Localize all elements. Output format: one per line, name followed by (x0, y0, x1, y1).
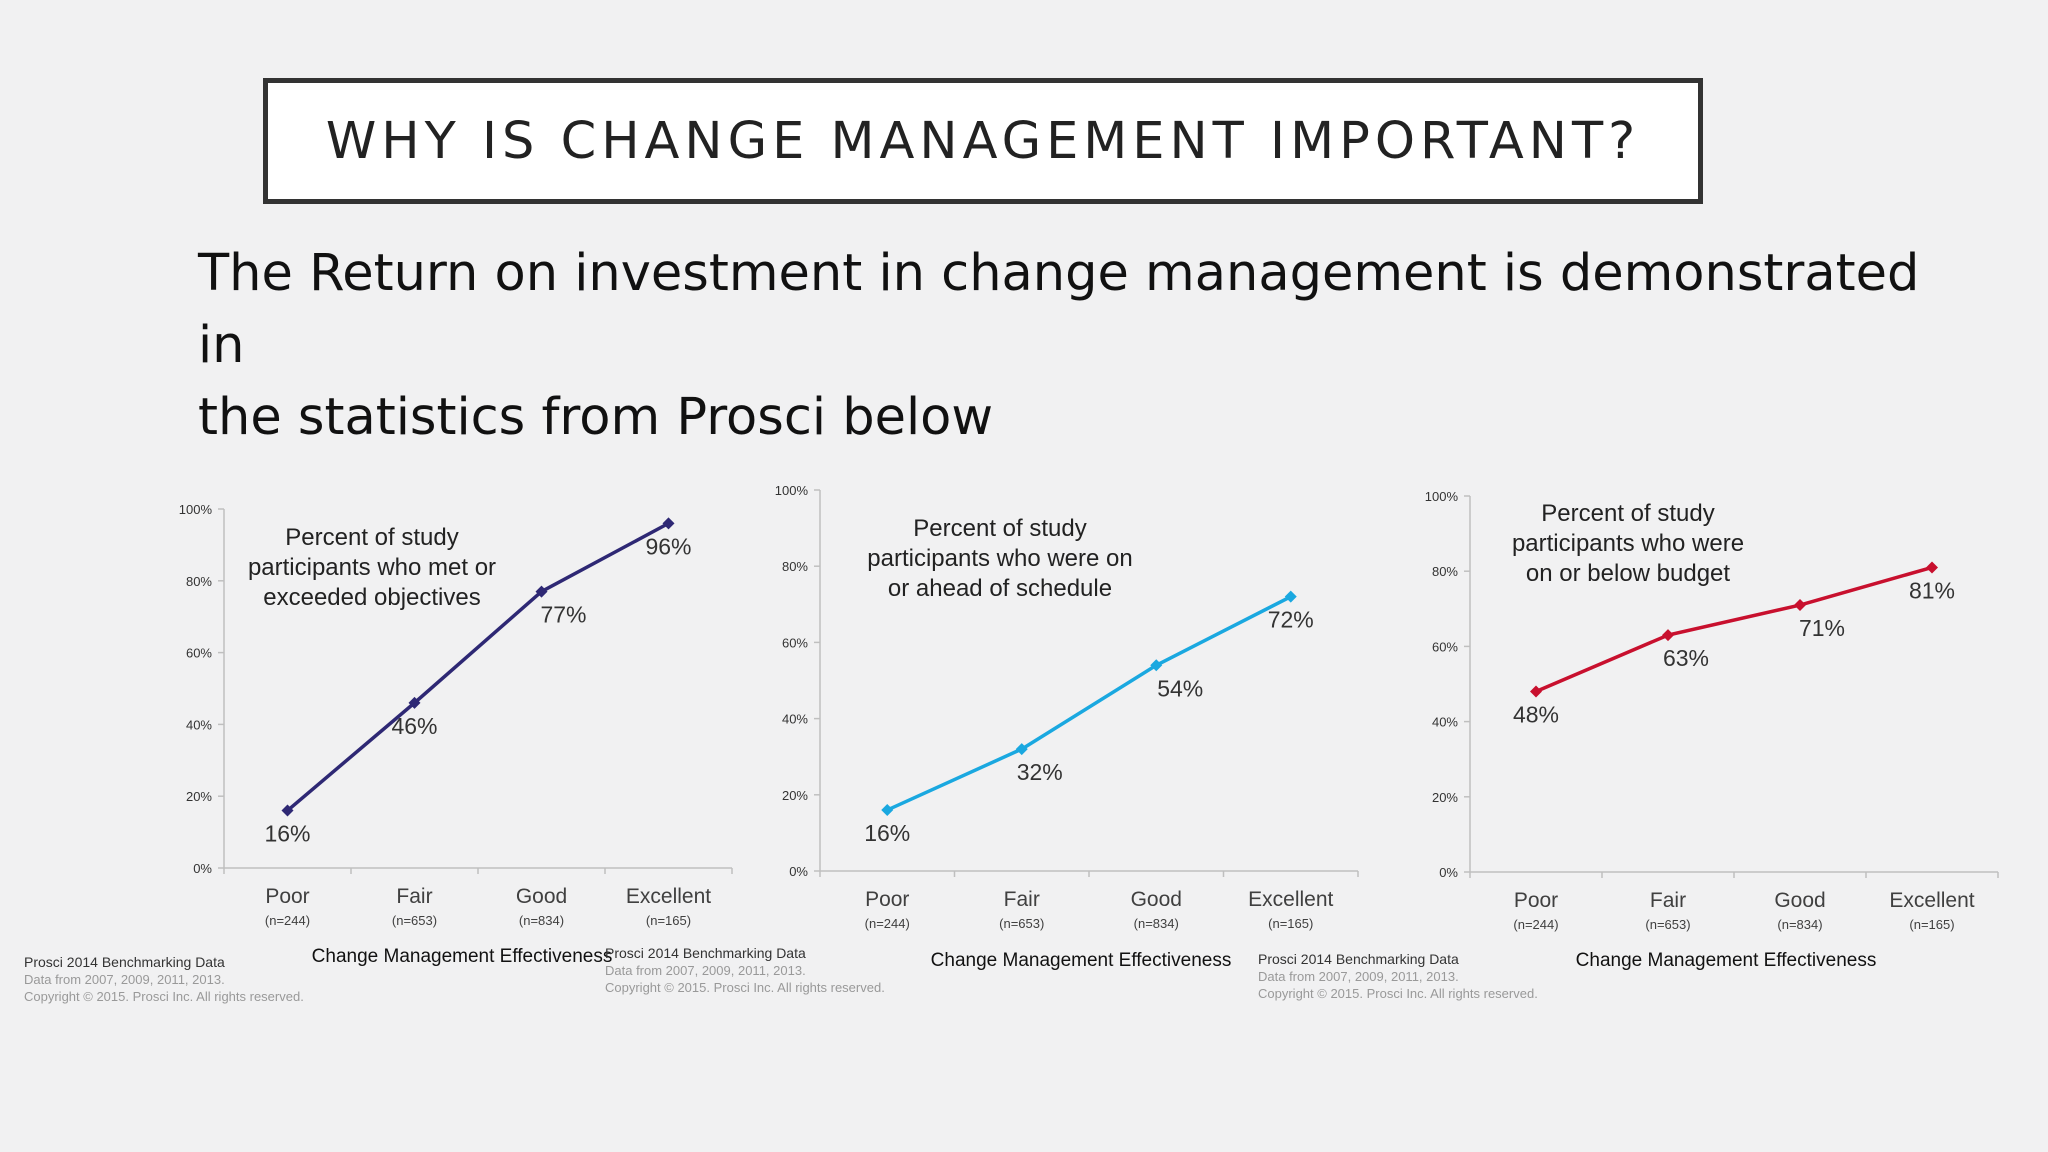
chart-2-title-line: participants who were on (867, 545, 1132, 572)
chart-3-x-tick-label: Excellent (1889, 889, 1974, 912)
chart-1-title-line: exceeded objectives (263, 584, 480, 611)
slide-title: WHY IS CHANGE MANAGEMENT IMPORTANT? (325, 111, 1641, 171)
chart-1-x-tick-note: (n=834) (519, 913, 564, 928)
chart-1-x-tick-label: Excellent (626, 885, 711, 908)
chart-3-data-label: 48% (1513, 702, 1559, 728)
chart-3-y-tick-label: 100% (1425, 489, 1459, 504)
chart-2-title-line: Percent of study (913, 515, 1086, 542)
subtitle-line-1: The Return on investment in change manag… (198, 244, 1920, 375)
chart-1-data-label: 77% (540, 602, 586, 628)
chart-2-data-point (1284, 590, 1297, 603)
chart-3-data-point (1662, 629, 1674, 642)
chart-2-x-tick-label: Poor (865, 888, 909, 911)
chart-2-data-label: 72% (1268, 607, 1314, 633)
chart-3-data-point (1530, 685, 1542, 698)
source-note-3-copyright: Copyright © 2015. Prosci Inc. All rights… (1258, 986, 1538, 1001)
source-note-1: Prosci 2014 Benchmarking Data Data from … (24, 954, 304, 1005)
chart-3-y-tick-label: 60% (1432, 639, 1458, 654)
source-note-2-years: Data from 2007, 2009, 2011, 2013. (605, 963, 806, 978)
chart-3-title-line: on or below budget (1526, 560, 1730, 587)
source-note-1-years: Data from 2007, 2009, 2011, 2013. (24, 972, 225, 987)
chart-2-series-line (886, 595, 1292, 812)
chart-1-y-tick-label: 20% (186, 789, 212, 804)
chart-3-y-tick-label: 40% (1432, 715, 1458, 730)
chart-2-x-tick-note: (n=834) (1134, 916, 1179, 931)
chart-3-data-point (1794, 599, 1806, 612)
chart-1-x-tick-note: (n=244) (265, 913, 310, 928)
chart-2-y-tick-label: 60% (782, 635, 808, 650)
source-note-3: Prosci 2014 Benchmarking Data Data from … (1258, 951, 1538, 1002)
chart-1-x-tick-note: (n=653) (392, 913, 437, 928)
chart-1-y-tick-label: 40% (186, 717, 212, 732)
chart-3-x-tick-note: (n=165) (1909, 917, 1954, 932)
chart-1-x-tick-label: Fair (396, 885, 432, 908)
chart-2-x-axis-label: Change Management Effectiveness (931, 950, 1232, 971)
chart-1-x-tick-note: (n=165) (646, 913, 691, 928)
chart-3-x-tick-note: (n=244) (1513, 917, 1558, 932)
source-note-2-heading: Prosci 2014 Benchmarking Data (605, 945, 806, 961)
chart-3-x-axis-label: Change Management Effectiveness (1576, 950, 1877, 971)
chart-2-title-line: or ahead of schedule (888, 575, 1112, 602)
source-note-2-copyright: Copyright © 2015. Prosci Inc. All rights… (605, 980, 885, 995)
chart-3-data-label: 71% (1799, 615, 1845, 641)
chart-1-data-label: 16% (264, 821, 310, 847)
chart-2-data-point (881, 804, 894, 817)
chart-3-series-line (1535, 565, 1933, 694)
chart-2-y-tick-label: 80% (782, 559, 808, 574)
chart-3-x-tick-note: (n=653) (1645, 917, 1690, 932)
source-note-3-years: Data from 2007, 2009, 2011, 2013. (1258, 969, 1459, 984)
chart-2-y-tick-label: 40% (782, 712, 808, 727)
chart-3-y-tick-label: 0% (1439, 865, 1458, 880)
chart-2-data-point (1150, 659, 1163, 672)
chart-2-data-point (1015, 743, 1028, 756)
chart-2-x-tick-label: Good (1131, 888, 1182, 911)
chart-1-data-label: 46% (391, 713, 437, 739)
chart-3-y-tick-label: 80% (1432, 564, 1458, 579)
source-note-2: Prosci 2014 Benchmarking Data Data from … (605, 945, 885, 996)
chart-2-data-label: 16% (864, 820, 910, 846)
slide-title-box: WHY IS CHANGE MANAGEMENT IMPORTANT? (263, 78, 1703, 204)
chart-1-data-point (281, 804, 294, 817)
slide-subtitle: The Return on investment in change manag… (198, 238, 1958, 454)
subtitle-line-2: the statistics from Prosci below (198, 388, 994, 447)
chart-1-title-line: participants who met or (248, 554, 496, 581)
chart-2-y-tick-label: 20% (782, 788, 808, 803)
chart-1-y-tick-label: 60% (186, 646, 212, 661)
source-note-1-heading: Prosci 2014 Benchmarking Data (24, 954, 225, 970)
chart-1-y-tick-label: 80% (186, 574, 212, 589)
chart-1-y-tick-label: 0% (193, 861, 212, 876)
chart-1-x-tick-label: Good (516, 885, 567, 908)
chart-1-x-tick-label: Poor (265, 885, 309, 908)
chart-3-title-line: participants who were (1512, 530, 1744, 557)
chart-3-data-label: 63% (1663, 645, 1709, 671)
chart-2-x-tick-label: Excellent (1248, 888, 1333, 911)
chart-1-y-tick-label: 100% (179, 502, 213, 517)
chart-3-x-tick-note: (n=834) (1777, 917, 1822, 932)
chart-1-data-point (535, 585, 548, 598)
chart-3-x-tick-label: Fair (1650, 889, 1686, 912)
chart-1-series-line (286, 521, 670, 812)
chart-2-y-tick-label: 0% (789, 864, 808, 879)
chart-2-x-tick-note: (n=165) (1268, 916, 1313, 931)
chart-1-data-point (662, 517, 675, 530)
chart-1-title-line: Percent of study (285, 524, 458, 551)
chart-3-y-tick-label: 20% (1432, 790, 1458, 805)
chart-2-data-label: 54% (1157, 675, 1203, 701)
chart-2-x-tick-label: Fair (1004, 888, 1040, 911)
chart-2-x-tick-note: (n=244) (865, 916, 910, 931)
chart-3-data-point (1926, 561, 1938, 574)
chart-1-x-axis-label: Change Management Effectiveness (312, 946, 613, 967)
source-note-3-heading: Prosci 2014 Benchmarking Data (1258, 951, 1459, 967)
chart-1-data-point (408, 696, 421, 709)
chart-2-data-label: 32% (1017, 759, 1063, 785)
chart-2-y-tick-label: 100% (775, 483, 809, 498)
source-note-1-copyright: Copyright © 2015. Prosci Inc. All rights… (24, 989, 304, 1004)
chart-3-x-tick-label: Poor (1514, 889, 1558, 912)
chart-2-x-tick-note: (n=653) (999, 916, 1044, 931)
chart-3-data-label: 81% (1909, 577, 1955, 603)
chart-3-x-tick-label: Good (1774, 889, 1825, 912)
chart-3-title-line: Percent of study (1541, 500, 1714, 527)
chart-1-data-label: 96% (645, 533, 691, 559)
